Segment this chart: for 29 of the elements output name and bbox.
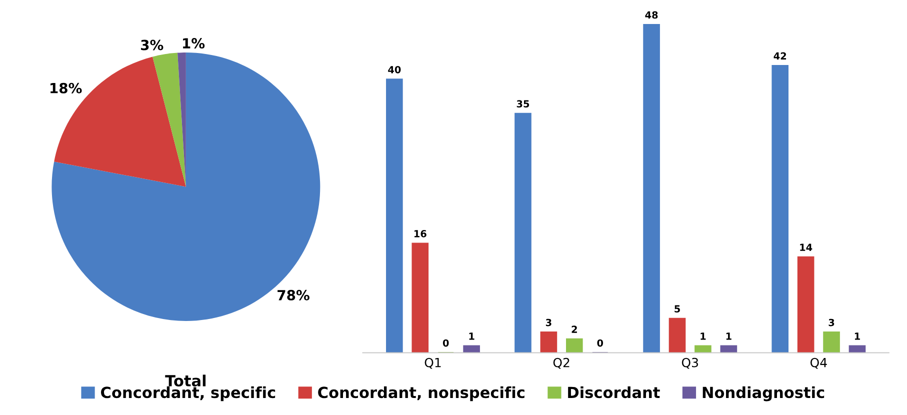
- data-label: 1: [854, 332, 860, 340]
- legend-label: Nondiagnostic: [702, 386, 824, 402]
- data-label: 42: [774, 52, 786, 60]
- data-label: 78%: [278, 290, 310, 300]
- legend-label: Concordant, nonspecific: [318, 386, 524, 402]
- x-tick-label: Q2: [553, 358, 570, 369]
- data-label: 14: [800, 244, 812, 251]
- legend-label: Concordant, specific: [101, 386, 276, 402]
- data-label: 2: [572, 326, 577, 333]
- data-label: 35: [516, 100, 530, 108]
- data-label: 5: [674, 305, 680, 313]
- x-tick-label: Q1: [424, 358, 441, 369]
- data-label: 1: [726, 332, 732, 340]
- legend-label: Discordant: [568, 386, 660, 398]
- data-label: 3: [828, 318, 834, 326]
- data-label: 3: [546, 318, 552, 326]
- data-label: 1: [700, 332, 706, 340]
- x-tick-label: Q3: [682, 358, 698, 369]
- data-label: 16: [414, 230, 426, 238]
- x-tick-label: Q4: [810, 358, 827, 369]
- data-label: 48: [645, 11, 658, 19]
- data-label: 1%: [183, 38, 205, 49]
- data-label: 40: [388, 66, 401, 74]
- data-label: 1: [469, 332, 474, 340]
- data-label: 0: [442, 339, 449, 347]
- data-label: 0: [597, 339, 604, 347]
- data-label: 3%: [141, 40, 164, 50]
- data-label: 18%: [50, 82, 82, 94]
- text: Total: [165, 374, 206, 387]
